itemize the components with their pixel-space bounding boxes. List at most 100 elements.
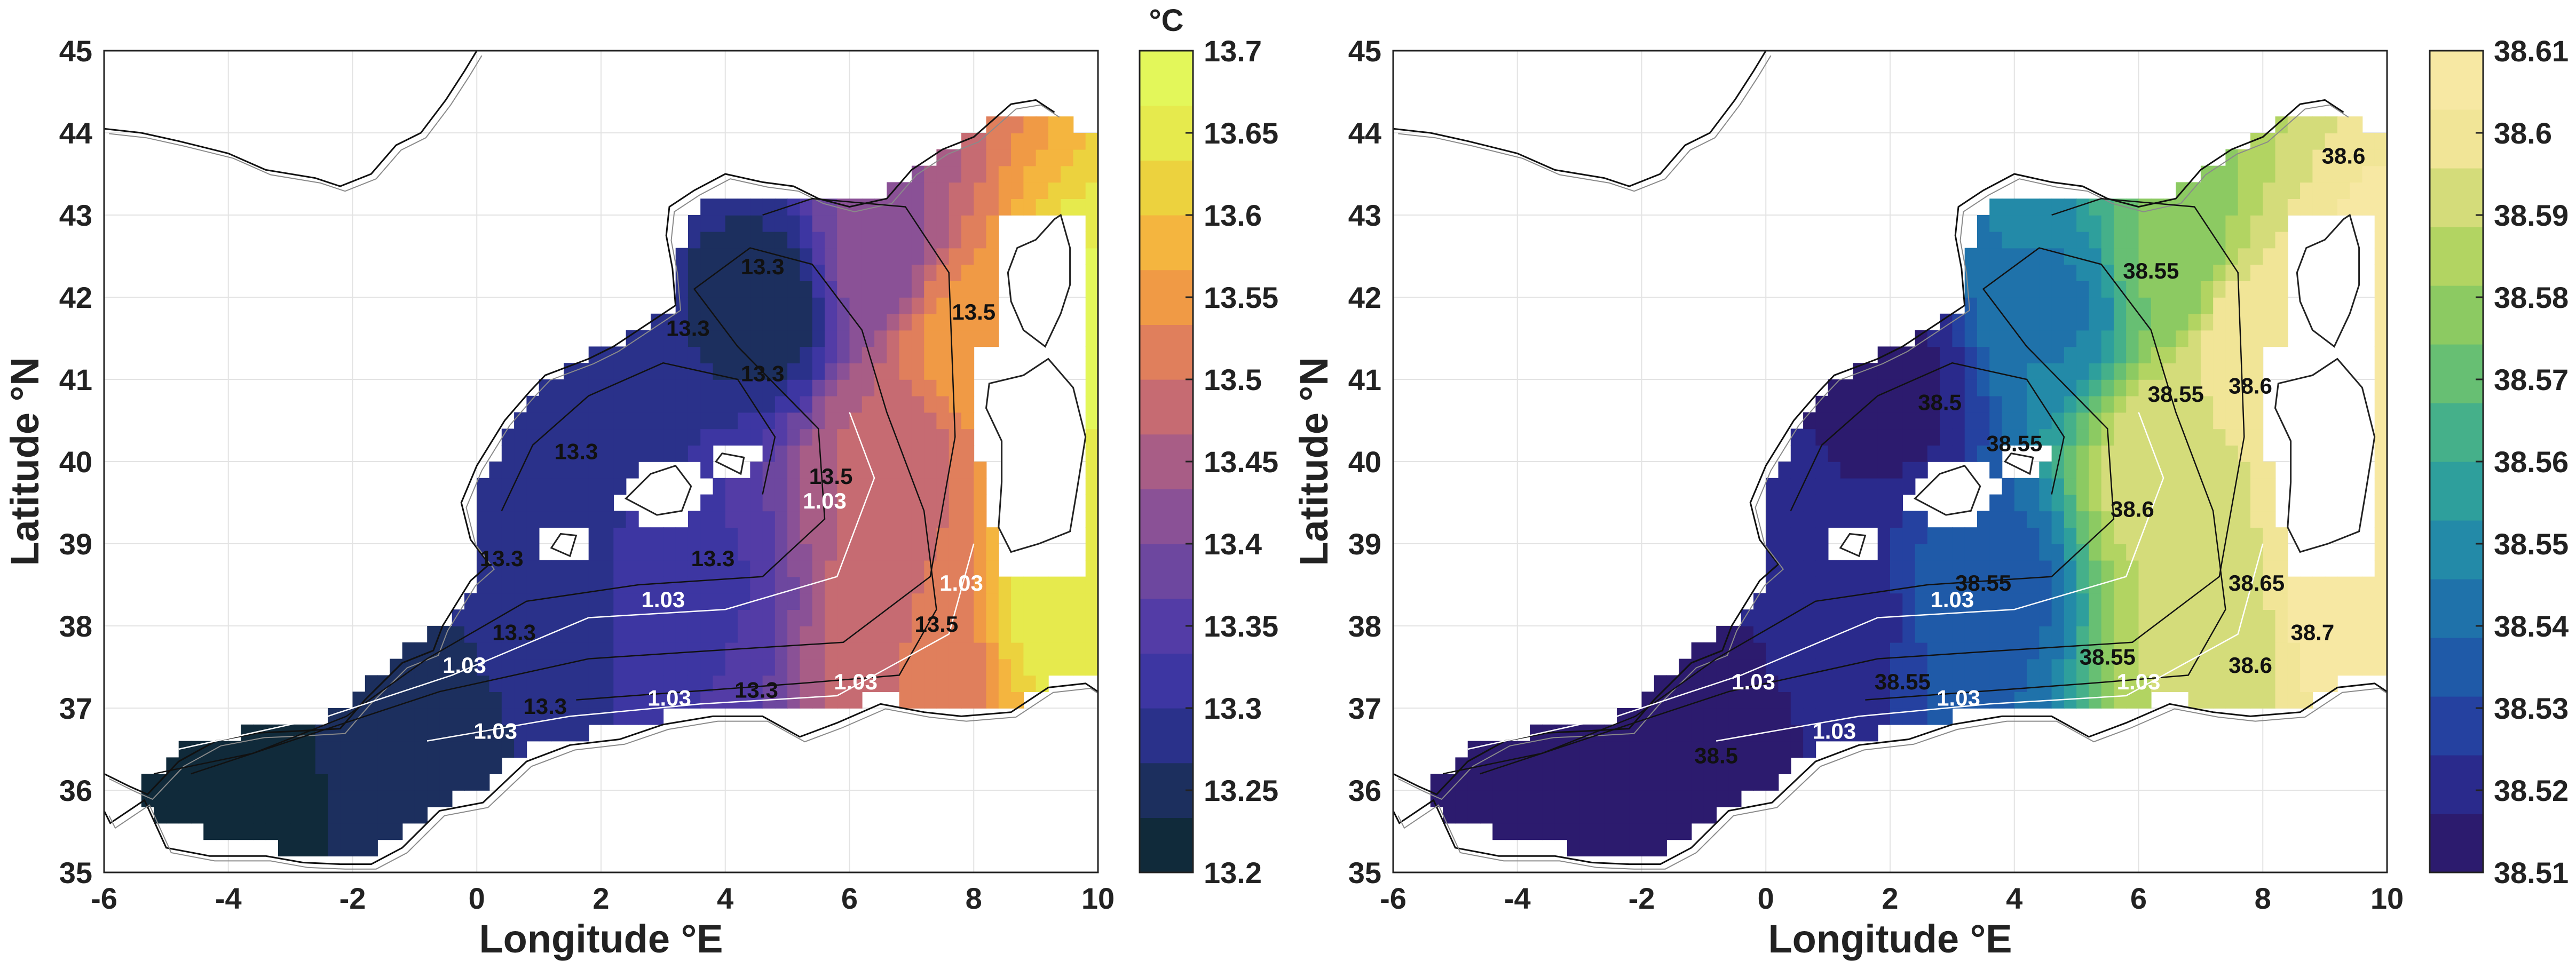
field-cell <box>1840 642 1853 660</box>
field-cell <box>775 626 788 643</box>
field-cell <box>911 412 924 430</box>
field-cell <box>477 675 490 692</box>
field-cell <box>849 527 863 544</box>
field-cell <box>1666 806 1680 824</box>
field-cell <box>2238 675 2251 692</box>
field-cell <box>961 149 975 166</box>
field-cell <box>315 757 328 774</box>
field-cell <box>576 511 589 528</box>
field-cell <box>936 675 950 692</box>
x-axis-label: Longitude °E <box>479 917 723 961</box>
field-cell <box>2039 297 2052 314</box>
field-cell <box>1766 774 1779 791</box>
field-cell <box>1766 593 1779 610</box>
field-cell <box>526 428 540 446</box>
field-cell <box>489 593 502 610</box>
field-cell <box>1617 757 1630 774</box>
islands <box>1839 213 2376 558</box>
field-cell <box>974 576 987 594</box>
field-cell <box>762 330 776 347</box>
field-cell <box>576 675 589 692</box>
field-cell <box>2101 593 2114 610</box>
field-cell <box>1815 527 1829 544</box>
field-cell <box>2027 544 2040 561</box>
field-cell <box>651 544 664 561</box>
field-cell <box>402 741 415 758</box>
field-cell <box>1952 313 1965 331</box>
field-cell <box>700 215 714 232</box>
field-cell <box>1877 445 1891 462</box>
field-cell <box>887 462 900 479</box>
field-cell <box>899 182 912 199</box>
field-cell <box>899 576 912 594</box>
field-cell <box>2014 658 2027 676</box>
field-cell <box>949 182 962 199</box>
field-cell <box>1617 790 1630 807</box>
field-cell <box>2089 215 2102 232</box>
field-cell <box>2039 560 2052 577</box>
field-cell <box>2225 412 2239 430</box>
contour-label: 38.6 <box>2111 496 2154 521</box>
field-cell <box>241 757 254 774</box>
field-cell <box>998 609 1012 626</box>
field-cell <box>2076 428 2090 446</box>
field-cell <box>738 675 751 692</box>
field-cell <box>1691 708 1704 725</box>
field-cell <box>1790 544 1804 561</box>
field-cell <box>1567 839 1580 856</box>
field-cell <box>216 790 229 807</box>
field-cell <box>837 462 850 479</box>
field-cell <box>837 412 850 430</box>
field-cell <box>2188 428 2201 446</box>
field-cell <box>564 692 577 709</box>
field-cell <box>675 626 689 643</box>
field-cell <box>489 626 502 643</box>
field-cell <box>787 593 801 610</box>
contours <box>1442 197 2264 775</box>
field-cell <box>2039 379 2052 396</box>
field-cell <box>2039 231 2052 249</box>
field-cell <box>1641 806 1655 824</box>
field-cell <box>2337 149 2350 166</box>
field-cell <box>278 839 291 856</box>
field-cell <box>2114 231 2127 249</box>
field-cell <box>2225 395 2239 413</box>
field-cell <box>564 412 577 430</box>
field-cell <box>837 281 850 298</box>
field-cell <box>1790 593 1804 610</box>
field-cell <box>514 708 527 725</box>
field-cell <box>2002 626 2015 643</box>
field-cell <box>464 774 478 791</box>
field-cell <box>2051 511 2065 528</box>
field-cell <box>2064 658 2077 676</box>
field-cell <box>825 544 838 561</box>
field-cell <box>2188 478 2201 495</box>
field-cell <box>1617 806 1630 824</box>
field-cell <box>825 658 838 676</box>
field-cell <box>2238 642 2251 660</box>
field-cell <box>2114 428 2127 446</box>
field-cell <box>2051 544 2065 561</box>
field-cell <box>1927 527 1940 544</box>
field-cell <box>2238 478 2251 495</box>
field-cell <box>949 149 962 166</box>
field-cell <box>1989 692 2003 709</box>
field-cell <box>1703 806 1717 824</box>
field-cell <box>2002 215 2015 232</box>
field-cell <box>1977 330 1990 347</box>
field-cell <box>2225 445 2239 462</box>
field-cell <box>2374 642 2387 660</box>
field-cell <box>911 560 924 577</box>
field-cell <box>800 330 813 347</box>
field-cell <box>638 346 651 363</box>
field-cell <box>2325 576 2338 594</box>
field-cell <box>539 462 552 479</box>
field-cell <box>899 379 912 396</box>
field-cell <box>1865 379 1878 396</box>
field-cell <box>489 658 502 676</box>
colorbar-tick-label: 38.57 <box>2494 363 2569 396</box>
field-cell <box>2374 462 2387 479</box>
field-cell <box>1890 560 1903 577</box>
field-cell <box>1542 790 1555 807</box>
field-cell <box>1654 839 1667 856</box>
